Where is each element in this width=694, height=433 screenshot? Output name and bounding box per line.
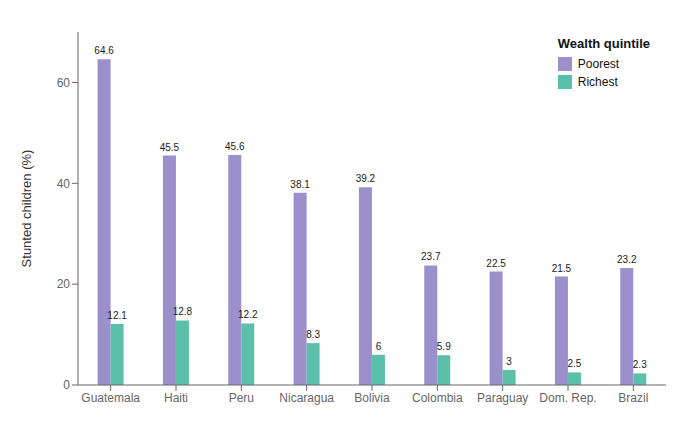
svg-text:Peru: Peru: [229, 391, 254, 405]
svg-text:5.9: 5.9: [437, 341, 451, 352]
svg-text:Colombia: Colombia: [412, 391, 463, 405]
svg-text:Nicaragua: Nicaragua: [279, 391, 334, 405]
svg-text:3: 3: [506, 356, 512, 367]
svg-text:20: 20: [57, 277, 71, 291]
svg-text:22.5: 22.5: [486, 258, 506, 269]
svg-text:6: 6: [376, 341, 382, 352]
svg-text:40: 40: [57, 177, 71, 191]
svg-text:23.7: 23.7: [421, 251, 441, 262]
svg-text:21.5: 21.5: [552, 263, 572, 274]
svg-text:Haiti: Haiti: [164, 391, 188, 405]
svg-text:39.2: 39.2: [356, 173, 376, 184]
svg-text:64.6: 64.6: [94, 45, 114, 56]
svg-text:12.2: 12.2: [238, 309, 258, 320]
svg-text:Bolivia: Bolivia: [354, 391, 390, 405]
svg-text:2.3: 2.3: [633, 359, 647, 370]
svg-text:Dom. Rep.: Dom. Rep.: [539, 391, 596, 405]
svg-text:Guatemala: Guatemala: [81, 391, 140, 405]
svg-text:2.5: 2.5: [567, 358, 581, 369]
svg-text:23.2: 23.2: [617, 254, 637, 265]
svg-text:45.5: 45.5: [160, 142, 180, 153]
svg-text:Paraguay: Paraguay: [477, 391, 528, 405]
svg-text:Stunted children (%): Stunted children (%): [19, 150, 34, 268]
html-text:Poorest: Poorest: [577, 57, 620, 71]
svg-text:0: 0: [63, 378, 70, 392]
svg-text:12.8: 12.8: [173, 306, 193, 317]
svg-text:8.3: 8.3: [306, 329, 320, 340]
svg-text:12.1: 12.1: [107, 310, 127, 321]
svg-text:60: 60: [57, 76, 71, 90]
svg-text:45.6: 45.6: [225, 141, 245, 152]
svg-text:38.1: 38.1: [290, 179, 310, 190]
html-text:Richest: Richest: [577, 75, 618, 89]
html-text:Wealth quintile: Wealth quintile: [557, 36, 650, 51]
svg-text:Brazil: Brazil: [618, 391, 648, 405]
